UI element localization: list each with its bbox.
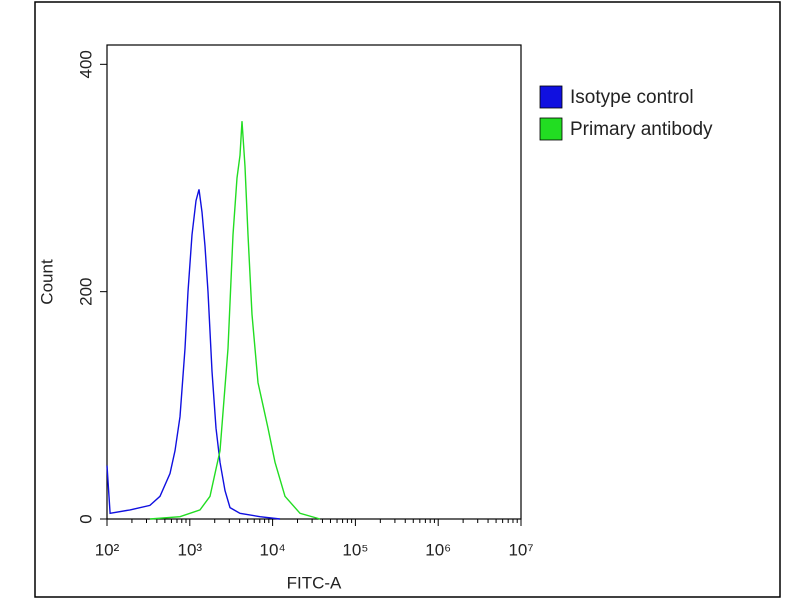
y-axis-label: Count [37,259,56,305]
legend: Isotype control Primary antibody [539,85,713,141]
frame [34,1,781,598]
series-line [106,189,281,520]
x-tick-label: 10³ [178,540,203,559]
plot-area [106,44,522,520]
x-tick-label: 10⁴ [259,540,285,559]
legend-label: Primary antibody [570,119,713,140]
legend-label: Isotype control [570,87,694,108]
series-line [149,121,321,520]
y-tick-label: 400 [76,50,95,78]
x-tick-label: 10⁵ [342,540,368,559]
legend-swatch [539,117,563,141]
x-tick-label: 10² [95,540,120,559]
y-tick-label: 200 [76,277,95,305]
x-axis-label: FITC-A [287,573,342,592]
x-tick-label: 10⁷ [508,540,533,559]
y-tick-label: 0 [76,514,95,523]
x-tick-label: 10⁶ [425,540,451,559]
legend-swatch [539,85,563,109]
